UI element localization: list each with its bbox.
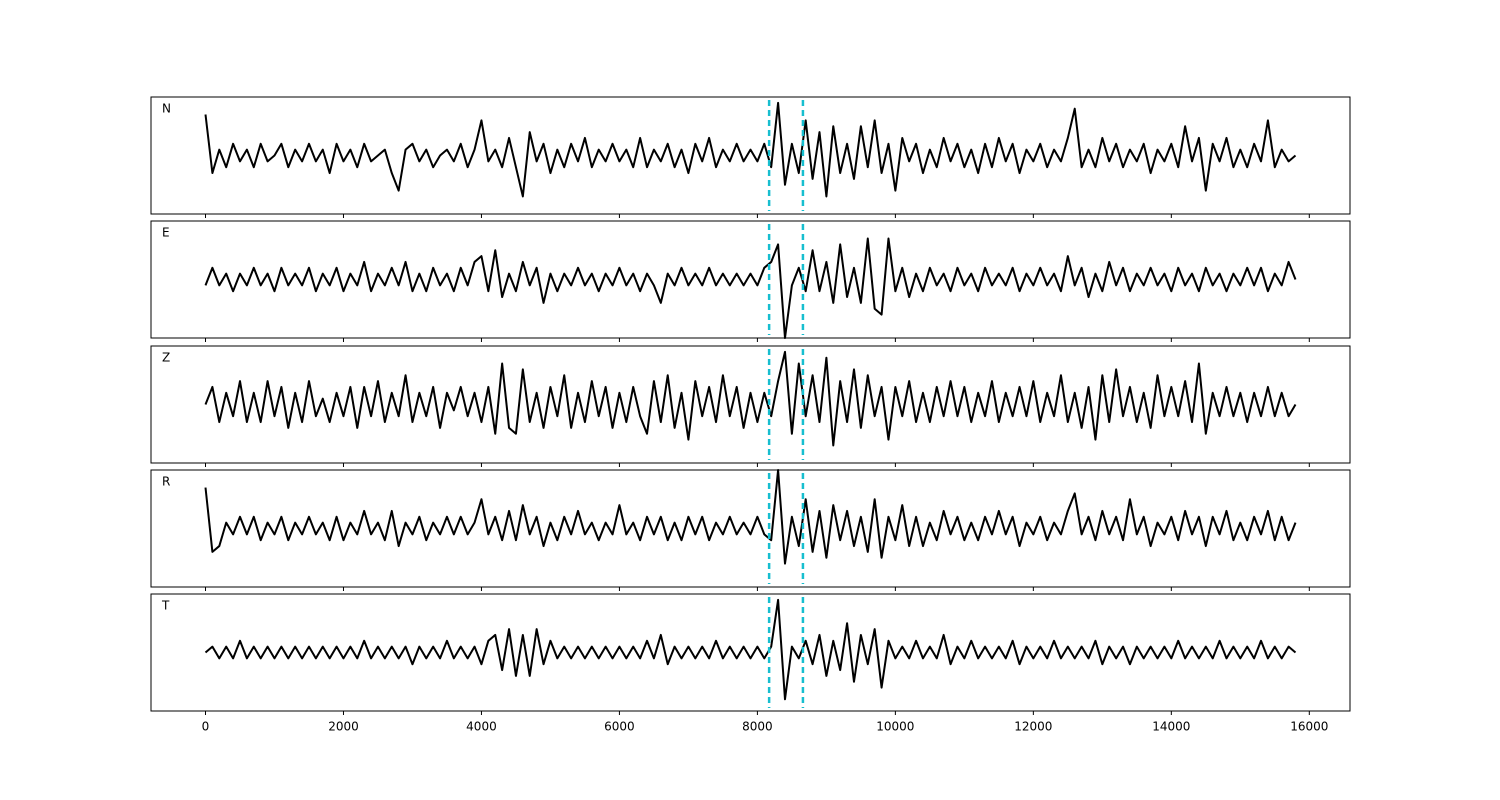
trace (204, 350, 1297, 447)
x-tick-label: 8000 (742, 720, 773, 734)
panel-label: Z (162, 351, 170, 365)
panel-label: E (162, 226, 170, 240)
panel-frame (150, 345, 1351, 464)
x-tick-label: 16000 (1290, 720, 1328, 734)
trace (204, 469, 1297, 565)
panel-frame (150, 469, 1351, 588)
x-tick-label: 12000 (1014, 720, 1052, 734)
x-tick-label: 4000 (466, 720, 497, 734)
panel-label: R (162, 475, 170, 489)
trace (204, 598, 1297, 701)
panel-frame (150, 96, 1351, 215)
x-tick-label: 10000 (876, 720, 914, 734)
trace (204, 101, 1297, 198)
x-tick-label: 14000 (1152, 720, 1190, 734)
x-tick-label: 6000 (604, 720, 635, 734)
panel-frame (150, 220, 1351, 339)
x-tick-label: 2000 (328, 720, 359, 734)
x-tick-label: 0 (202, 720, 210, 734)
panel-frame (150, 593, 1351, 712)
trace (204, 237, 1297, 339)
panel-label: N (162, 102, 171, 116)
panel-label: T (161, 599, 170, 613)
